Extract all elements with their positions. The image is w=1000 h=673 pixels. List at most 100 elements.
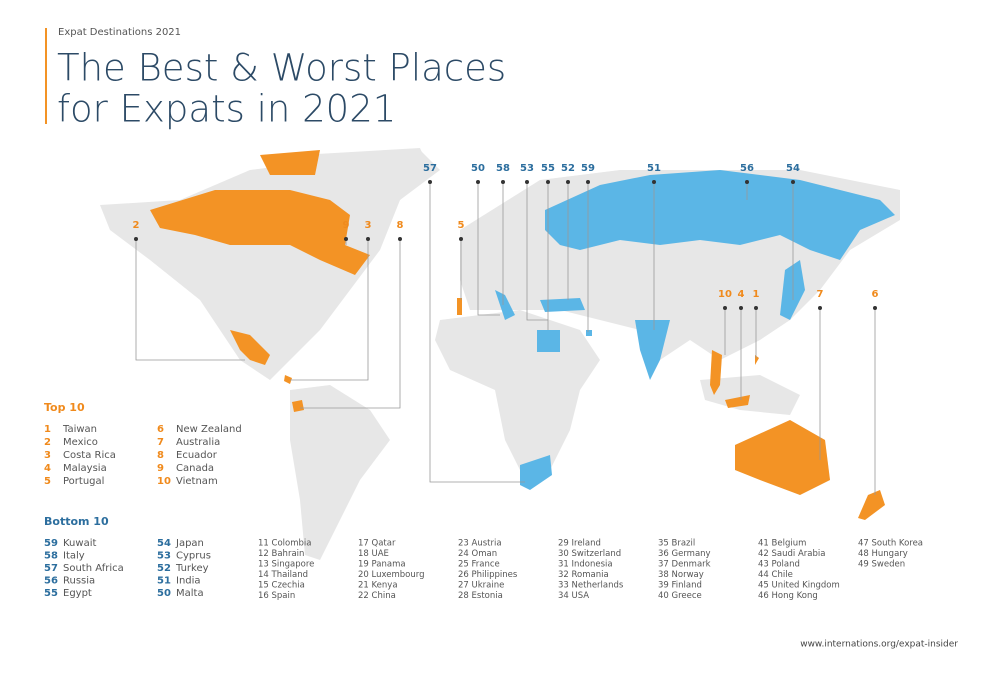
pin-label: 9 bbox=[343, 220, 350, 231]
pin-dot bbox=[428, 180, 432, 184]
ranked-country: 45 United Kingdom bbox=[758, 581, 840, 591]
pin-label: 10 bbox=[718, 289, 732, 300]
ranked-country: 23 Austria bbox=[458, 539, 502, 549]
italy bbox=[495, 290, 515, 320]
pin-dot bbox=[398, 237, 402, 241]
country: South Africa bbox=[63, 563, 124, 574]
country: Cyprus bbox=[176, 551, 211, 562]
top10-countries bbox=[150, 150, 885, 520]
pin-dot bbox=[873, 306, 877, 310]
country: Canada bbox=[176, 463, 214, 474]
pin-dot bbox=[501, 180, 505, 184]
pin-label: 59 bbox=[581, 163, 595, 174]
ranked-country: 18 UAE bbox=[358, 549, 389, 559]
footer-url: www.internations.org/expat-insider bbox=[800, 640, 958, 650]
pin-dot bbox=[818, 306, 822, 310]
ranked-country: 27 Ukraine bbox=[458, 581, 504, 591]
ranked-country: 39 Finland bbox=[658, 581, 702, 591]
country: Russia bbox=[63, 576, 95, 587]
leader-line bbox=[429, 182, 525, 483]
title-line: The Best & Worst Places bbox=[57, 47, 506, 90]
pin-dot bbox=[745, 180, 749, 184]
rank: 56 bbox=[44, 576, 58, 587]
eyebrow: Expat Destinations 2021 bbox=[58, 27, 181, 38]
pin-label: 55 bbox=[541, 163, 555, 174]
pin-label: 57 bbox=[423, 163, 437, 174]
rank: 8 bbox=[157, 450, 164, 461]
ranked-country: 48 Hungary bbox=[858, 549, 908, 559]
pin-label: 54 bbox=[786, 163, 800, 174]
pin-label: 58 bbox=[496, 163, 510, 174]
title-line: for Expats in 2021 bbox=[57, 88, 396, 131]
costa-rica bbox=[284, 375, 292, 384]
rank: 6 bbox=[157, 424, 164, 435]
ranked-country: 17 Qatar bbox=[358, 539, 396, 549]
pin-label: 52 bbox=[561, 163, 575, 174]
ranked-country: 24 Oman bbox=[458, 549, 497, 559]
country: Turkey bbox=[175, 563, 209, 574]
ecuador bbox=[292, 400, 304, 412]
country: Taiwan bbox=[62, 424, 97, 435]
bottom10-countries bbox=[495, 170, 895, 490]
pin-dot bbox=[754, 306, 758, 310]
ranked-country: 35 Brazil bbox=[658, 539, 695, 549]
ranked-country: 15 Czechia bbox=[258, 581, 305, 591]
ranked-country: 44 Chile bbox=[758, 570, 793, 580]
pin-dot bbox=[791, 180, 795, 184]
pin-label: 6 bbox=[872, 289, 879, 300]
pin-label: 56 bbox=[740, 163, 754, 174]
ranked-country: 40 Greece bbox=[658, 591, 702, 601]
rank: 57 bbox=[44, 563, 58, 574]
egypt bbox=[537, 330, 560, 352]
country: Italy bbox=[63, 551, 85, 562]
list-heading: Bottom 10 bbox=[44, 515, 109, 528]
pin-label: 2 bbox=[133, 220, 140, 231]
ranked-country: 16 Spain bbox=[258, 591, 295, 601]
country: India bbox=[176, 576, 201, 587]
ranked-country: 12 Bahrain bbox=[258, 549, 304, 559]
ranked-country: 19 Panama bbox=[358, 560, 406, 570]
pin-dot bbox=[566, 180, 570, 184]
country: Mexico bbox=[63, 437, 98, 448]
pin-label: 51 bbox=[647, 163, 661, 174]
pin-dot bbox=[459, 237, 463, 241]
pin-dot bbox=[366, 237, 370, 241]
kuwait bbox=[586, 330, 592, 336]
ranked-country: 11 Colombia bbox=[258, 539, 311, 549]
ranked-country: 32 Romania bbox=[558, 570, 609, 580]
ranked-country: 22 China bbox=[358, 591, 396, 601]
africa bbox=[435, 310, 600, 480]
ranked-country: 33 Netherlands bbox=[558, 581, 624, 591]
country: Costa Rica bbox=[63, 450, 116, 461]
ranked-country: 37 Denmark bbox=[658, 560, 711, 570]
pin-label: 53 bbox=[520, 163, 534, 174]
lists: Top 10 1 Taiwan 2 Mexico 3 Costa Rica 4 Malaysia… bbox=[44, 401, 923, 601]
malaysia bbox=[725, 395, 750, 408]
pin-dot bbox=[546, 180, 550, 184]
ranked-country: 29 Ireland bbox=[558, 539, 601, 549]
country: Kuwait bbox=[63, 538, 96, 549]
ranked-country: 43 Poland bbox=[758, 560, 800, 570]
japan bbox=[780, 260, 805, 320]
pins: 2 9 3 8 57 5 50 58 53 55 52 59 51 56 54 10 4 1 7 6 bbox=[133, 163, 879, 495]
ranked-country: 47 South Korea bbox=[858, 539, 923, 549]
ranked-country: 36 Germany bbox=[658, 549, 711, 559]
ranked-country: 28 Estonia bbox=[458, 591, 503, 601]
ranked-country: 49 Sweden bbox=[858, 560, 905, 570]
pin-label: 4 bbox=[738, 289, 745, 300]
country: Australia bbox=[176, 437, 220, 448]
rank: 51 bbox=[157, 576, 171, 587]
rank: 5 bbox=[44, 476, 51, 487]
country: Vietnam bbox=[176, 476, 218, 487]
south-america bbox=[290, 385, 390, 560]
country: Portugal bbox=[63, 476, 104, 487]
rank: 2 bbox=[44, 437, 51, 448]
country: Malta bbox=[176, 588, 204, 599]
pin-dot bbox=[739, 306, 743, 310]
rank: 3 bbox=[44, 450, 51, 461]
rank: 55 bbox=[44, 588, 58, 599]
ranked-country: 38 Norway bbox=[658, 570, 704, 580]
pin-dot bbox=[652, 180, 656, 184]
ranked-country: 21 Kenya bbox=[358, 581, 398, 591]
